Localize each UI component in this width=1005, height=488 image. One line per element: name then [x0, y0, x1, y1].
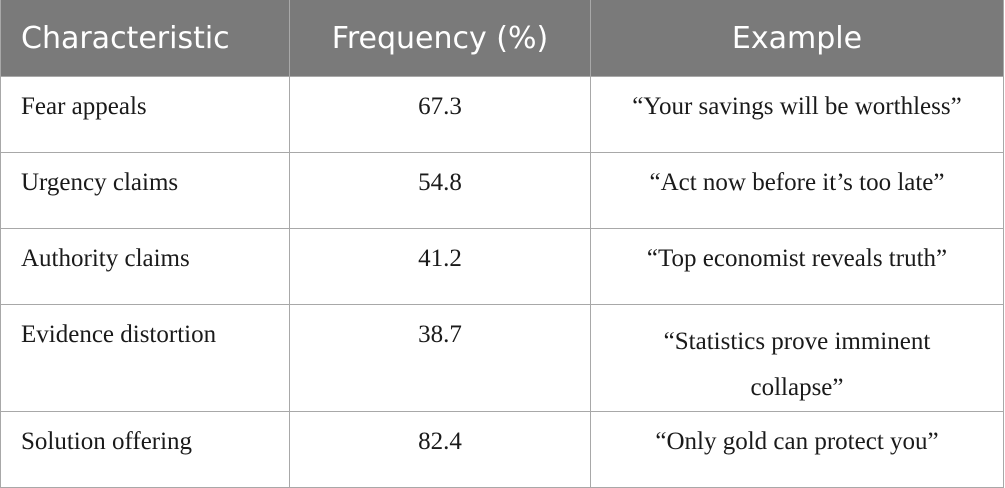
table-header: Characteristic Frequency (%) Example: [0, 0, 1004, 77]
cell-example: “Statistics prove imminent collapse”: [590, 304, 1004, 412]
cell-characteristic: Solution offering: [0, 411, 290, 488]
table-row: Urgency claims 54.8 “Act now before it’s…: [0, 152, 1004, 229]
header-row: Characteristic Frequency (%) Example: [0, 0, 1004, 77]
table-row: Evidence distortion 38.7 “Statistics pro…: [0, 304, 1004, 412]
cell-characteristic: Fear appeals: [0, 76, 290, 153]
header-characteristic: Characteristic: [0, 0, 290, 77]
cell-example: “Top economist reveals truth”: [590, 228, 1004, 305]
header-example: Example: [590, 0, 1004, 77]
cell-frequency: 38.7: [289, 304, 591, 412]
cell-characteristic: Evidence distortion: [0, 304, 290, 412]
cell-characteristic: Authority claims: [0, 228, 290, 305]
table-row: Authority claims 41.2 “Top economist rev…: [0, 228, 1004, 305]
cell-example: “Only gold can protect you”: [590, 411, 1004, 488]
cell-example: “Act now before it’s too late”: [590, 152, 1004, 229]
cell-frequency: 54.8: [289, 152, 591, 229]
cell-example: “Your savings will be worthless”: [590, 76, 1004, 153]
cell-frequency: 41.2: [289, 228, 591, 305]
header-frequency: Frequency (%): [289, 0, 591, 77]
cell-frequency: 82.4: [289, 411, 591, 488]
cell-frequency: 67.3: [289, 76, 591, 153]
table-body: Fear appeals 67.3 “Your savings will be …: [0, 76, 1004, 488]
cell-characteristic: Urgency claims: [0, 152, 290, 229]
table-row: Fear appeals 67.3 “Your savings will be …: [0, 76, 1004, 153]
table-row: Solution offering 82.4 “Only gold can pr…: [0, 411, 1004, 488]
